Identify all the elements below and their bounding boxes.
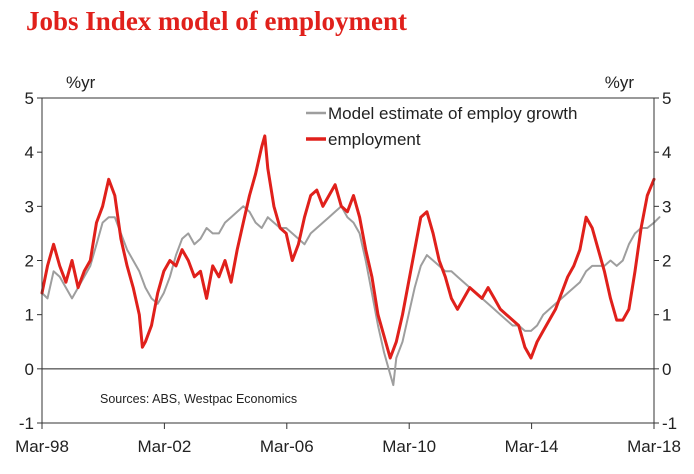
y-tick-left-label: 2 — [25, 252, 34, 271]
x-tick-label: Mar-02 — [137, 437, 191, 456]
y-tick-right-label: 5 — [662, 89, 671, 108]
y-tick-right-label: 4 — [662, 143, 671, 162]
y-tick-left-label: 1 — [25, 306, 34, 325]
y-tick-left-label: 4 — [25, 143, 34, 162]
series-layer — [40, 134, 661, 387]
y-tick-right-label: 0 — [662, 360, 671, 379]
series-line-model-estimate — [41, 205, 661, 387]
y-tick-right-label: 2 — [662, 252, 671, 271]
legend-label-employment: employment — [328, 130, 421, 149]
legend-label-model-estimate: Model estimate of employ growth — [328, 104, 577, 123]
x-tick-label: Mar-10 — [382, 437, 436, 456]
legend: Model estimate of employ growth employmen… — [306, 104, 577, 149]
x-tick-label: Mar-98 — [15, 437, 69, 456]
x-tick-label: Mar-14 — [505, 437, 559, 456]
y-unit-right: %yr — [605, 73, 635, 92]
y-tick-right-label: 3 — [662, 197, 671, 216]
y-axis-right: -1 0 1 2 3 4 5 — [654, 89, 677, 433]
x-axis: Mar-98 Mar-02 Mar-06 Mar-10 Mar-14 Mar-18 — [15, 423, 681, 456]
x-tick-label: Mar-06 — [260, 437, 314, 456]
y-unit-left: %yr — [66, 73, 96, 92]
y-tick-left-label: -1 — [19, 414, 34, 433]
y-tick-right-label: -1 — [662, 414, 677, 433]
y-tick-left-label: 3 — [25, 197, 34, 216]
x-tick-label: Mar-18 — [627, 437, 681, 456]
chart-title: Jobs Index model of employment — [26, 6, 408, 36]
y-axis-left: -1 0 1 2 3 4 5 — [19, 89, 42, 433]
series-line-employment — [40, 134, 656, 360]
y-tick-left-label: 0 — [25, 360, 34, 379]
y-tick-right-label: 1 — [662, 306, 671, 325]
y-tick-left-label: 5 — [25, 89, 34, 108]
source-note: Sources: ABS, Westpac Economics — [100, 392, 297, 406]
